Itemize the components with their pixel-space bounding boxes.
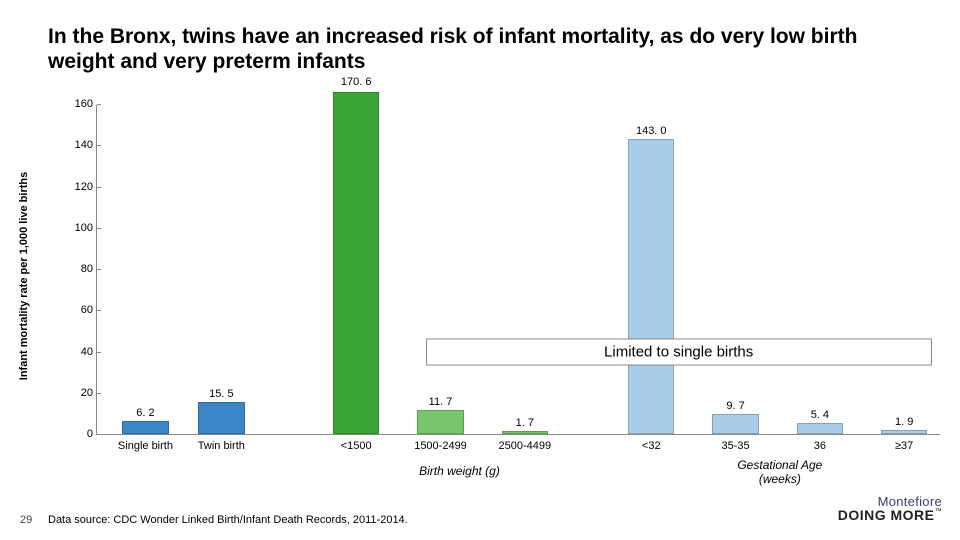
bar-group: 5. 436: [797, 409, 843, 434]
bar-rect: [417, 410, 463, 434]
bar-value-label: 11. 7: [429, 396, 453, 408]
y-tick: 100: [67, 222, 93, 234]
bar-value-label: 6. 2: [136, 407, 154, 419]
bar-value-label: 5. 4: [811, 409, 829, 421]
bar-category-label: <1500: [341, 440, 372, 452]
y-tick: 40: [67, 346, 93, 358]
y-tick: 80: [67, 263, 93, 275]
data-source-footer: Data source: CDC Wonder Linked Birth/Inf…: [48, 514, 820, 526]
y-tick: 120: [67, 181, 93, 193]
slide-title: In the Bronx, twins have an increased ri…: [48, 24, 912, 74]
bar-category-label: Single birth: [118, 440, 173, 452]
callout-box: Limited to single births: [426, 338, 932, 365]
slide-number: 29: [20, 514, 32, 526]
bar-category-label: 2500-4499: [498, 440, 551, 452]
bar-value-label: 170. 6: [341, 76, 372, 88]
bar-group: 15. 5Twin birth: [198, 388, 244, 434]
bar-category-label: 1500-2499: [414, 440, 467, 452]
y-tick: 0: [67, 428, 93, 440]
bar-group: 9. 735-35: [712, 400, 758, 434]
bar-rect: [797, 423, 843, 434]
logo-line2-text: DOING MORE: [838, 507, 935, 523]
bar-category-label: 35-35: [721, 440, 749, 452]
bar-group: 1. 9≥37: [881, 416, 927, 434]
bar-category-label: <32: [642, 440, 661, 452]
bar-rect: [122, 421, 168, 434]
y-tick: 140: [67, 139, 93, 151]
bar-group: 1. 72500-4499: [502, 417, 548, 435]
bar-category-label: Twin birth: [198, 440, 245, 452]
bar-value-label: 9. 7: [726, 400, 744, 412]
bar-rect: [502, 431, 548, 435]
y-tick: 20: [67, 387, 93, 399]
logo-tm: ™: [935, 508, 943, 515]
bar-group: 143. 0<32: [628, 125, 674, 434]
bar-rect: [628, 139, 674, 434]
bar-rect: [198, 402, 244, 434]
bar-group: 11. 71500-2499: [417, 396, 463, 434]
y-tick: 60: [67, 304, 93, 316]
y-tick: 160: [67, 98, 93, 110]
logo: Montefiore DOING MORE™: [838, 495, 942, 522]
bar-rect: [333, 92, 379, 434]
bar-rect: [881, 430, 927, 434]
group-label: Birth weight (g): [419, 464, 500, 478]
bar-rect: [712, 414, 758, 434]
plot-region: 6. 2Single birth15. 5Twin birth170. 6<15…: [96, 105, 940, 435]
bar-value-label: 143. 0: [636, 125, 667, 137]
logo-line2: DOING MORE™: [838, 508, 942, 522]
bar-value-label: 15. 5: [209, 388, 233, 400]
bar-value-label: 1. 7: [516, 417, 534, 429]
y-axis-label: Infant mortality rate per 1,000 live bir…: [18, 172, 30, 380]
bar-category-label: ≥37: [895, 440, 913, 452]
bar-value-label: 1. 9: [895, 416, 913, 428]
bar-category-label: 36: [814, 440, 826, 452]
bar-group: 170. 6<1500: [333, 92, 379, 434]
bar-group: 6. 2Single birth: [122, 407, 168, 434]
group-label: Gestational Age (weeks): [737, 458, 822, 486]
chart-area: Infant mortality rate per 1,000 live bir…: [60, 105, 940, 435]
bars-layer: 6. 2Single birth15. 5Twin birth170. 6<15…: [97, 105, 940, 434]
